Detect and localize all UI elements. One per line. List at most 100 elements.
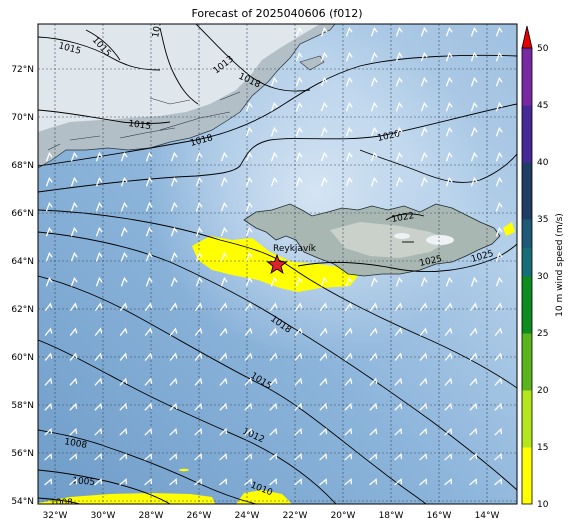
- wind-barb: [170, 176, 178, 187]
- wind-barb: [369, 377, 378, 386]
- wind-barb: [320, 126, 328, 137]
- wind-barb: [295, 302, 303, 311]
- wind-barb: [369, 327, 378, 336]
- wind-speed-shading-bottom-mid: [236, 490, 292, 504]
- wind-barb: [345, 76, 353, 87]
- wind-barb: [119, 327, 128, 336]
- isobar-line: [359, 149, 517, 183]
- wind-barb: [370, 276, 378, 287]
- wind-barb: [370, 26, 378, 37]
- latitude-labels: 72°N 70°N 68°N 66°N 64°N 62°N 60°N 58°N …: [11, 65, 34, 507]
- wind-barb: [320, 51, 328, 62]
- wind-barb: [470, 276, 478, 287]
- wind-barb: [394, 377, 403, 386]
- wind-speed-shading-speck: [179, 468, 189, 472]
- wind-barb: [394, 402, 403, 411]
- wind-barb: [44, 402, 53, 411]
- wind-barb: [319, 452, 328, 461]
- isobar-line: [38, 469, 171, 504]
- wind-barb: [144, 427, 153, 436]
- wind-barb: [295, 101, 303, 112]
- wind-barb: [244, 478, 253, 486]
- wind-barb: [195, 226, 203, 237]
- wind-barb: [445, 76, 453, 87]
- wind-barb: [469, 478, 478, 486]
- wind-barb: [220, 302, 228, 311]
- lat-label: 68°N: [11, 161, 34, 171]
- wind-barb: [395, 302, 403, 311]
- wind-barb: [245, 151, 253, 162]
- colorbar-frame: [521, 47, 533, 505]
- isobar-label: 1015: [128, 119, 152, 132]
- wind-barb: [444, 478, 453, 486]
- wind-barb: [170, 226, 178, 237]
- wind-barb: [70, 276, 78, 287]
- wind-barb: [220, 151, 228, 162]
- wind-barb: [270, 126, 278, 137]
- lon-label: 28°W: [139, 511, 164, 521]
- wind-barb: [245, 201, 253, 212]
- wind-barb: [395, 276, 403, 287]
- wind-barb: [95, 151, 103, 162]
- wind-barb: [320, 26, 328, 37]
- wind-barb: [494, 352, 503, 361]
- longitude-labels: 32°W 30°W 28°W 26°W 24°W 22°W 20°W 18°W …: [43, 511, 500, 521]
- wind-barb: [444, 377, 453, 386]
- wind-barb: [195, 201, 203, 212]
- wind-barb: [420, 51, 428, 62]
- wind-barb: [169, 478, 178, 486]
- wind-barb: [245, 126, 253, 137]
- wind-barb: [294, 352, 303, 361]
- wind-barb: [470, 151, 478, 162]
- wind-barb: [294, 478, 303, 486]
- wind-barb: [494, 427, 503, 436]
- wind-barb: [219, 327, 228, 336]
- map-area: 1015 1015 1012 1013 1018 1015 1018 1020 …: [38, 24, 517, 504]
- wind-barb: [145, 201, 153, 212]
- wind-barb: [120, 302, 128, 311]
- isobar-line: [38, 497, 81, 504]
- wind-barb: [344, 327, 353, 336]
- reykjavik-marker: Reykjavík: [266, 244, 317, 275]
- wind-barb: [44, 327, 53, 336]
- wind-barb: [319, 327, 328, 336]
- wind-barb: [69, 427, 78, 436]
- wind-barb: [45, 201, 53, 212]
- wind-barb: [44, 452, 53, 461]
- isobar-line: [38, 54, 517, 167]
- wind-barb: [420, 276, 428, 287]
- lon-label: 32°W: [43, 511, 68, 521]
- colorbar-tick-label: 40: [537, 158, 549, 168]
- wind-barb: [369, 452, 378, 461]
- wind-barb: [470, 176, 478, 187]
- wind-barb: [394, 452, 403, 461]
- isobar-line: [297, 243, 517, 272]
- wind-barb: [370, 176, 378, 187]
- wind-barb: [144, 352, 153, 361]
- wind-barb: [245, 101, 253, 112]
- wind-barb: [270, 302, 278, 311]
- wind-barb: [469, 402, 478, 411]
- wind-barb: [345, 26, 353, 37]
- wind-barb: [319, 427, 328, 436]
- glacier-vatnajokull: [426, 235, 454, 245]
- wind-barb: [120, 251, 128, 262]
- wind-barb: [45, 276, 53, 287]
- wind-barb: [395, 151, 403, 162]
- wind-barb: [320, 101, 328, 112]
- greenland-island: [299, 55, 325, 71]
- wind-barb: [120, 201, 128, 212]
- wind-barb: [220, 251, 228, 262]
- lat-label: 62°N: [11, 305, 34, 315]
- iceland-highlands: [330, 222, 450, 258]
- isobar-line: [38, 231, 517, 491]
- wind-barb: [294, 402, 303, 411]
- wind-barb: [170, 276, 178, 287]
- wind-barb: [344, 452, 353, 461]
- wind-barb: [370, 101, 378, 112]
- wind-barb: [469, 327, 478, 336]
- wind-barb: [270, 276, 278, 287]
- wind-barb: [320, 76, 328, 87]
- colorbar-label: 10 m wind speed (m/s): [555, 213, 565, 317]
